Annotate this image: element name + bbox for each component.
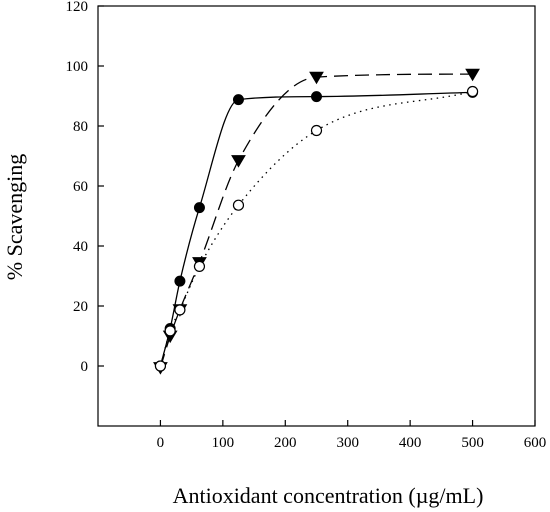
y-axis-title: % Scavenging <box>2 154 27 280</box>
series-2-point <box>465 68 480 82</box>
y-tick-label: 120 <box>66 0 89 15</box>
series-3-point <box>232 199 245 211</box>
x-tick-label: 300 <box>336 435 359 451</box>
y-tick-label: 20 <box>73 299 88 315</box>
x-tick-label: 0 <box>157 435 165 451</box>
series-2-point <box>231 155 246 168</box>
series-curves <box>159 73 473 368</box>
axes: 0 20 40 60 80 100 120 0 100 200 300 400 500 600 <box>66 0 547 451</box>
series-1-point <box>311 91 322 103</box>
y-tick-label: 60 <box>73 179 88 195</box>
y-tick-label: 80 <box>73 119 88 135</box>
series-1-point <box>193 202 205 214</box>
y-tick-label: 100 <box>66 59 89 75</box>
series-2-point <box>309 71 324 85</box>
series-2-line <box>159 73 473 368</box>
y-tick-label: 0 <box>81 359 89 375</box>
x-tick-label: 500 <box>461 435 484 451</box>
x-tick-label: 400 <box>399 435 422 451</box>
series-3-point <box>466 85 479 98</box>
x-tick-label: 600 <box>524 435 547 451</box>
x-axis-title: Antioxidant concentration (µg/mL) <box>173 483 484 508</box>
series-1-point <box>232 94 244 106</box>
series-3-point <box>154 360 167 372</box>
series-3-point <box>164 325 176 337</box>
series-3-point <box>310 124 323 137</box>
x-tick-label: 200 <box>274 435 297 451</box>
y-tick-label: 40 <box>73 239 88 255</box>
series-1-point <box>174 275 186 287</box>
plot-frame <box>97 5 536 427</box>
series-3-point <box>193 260 206 272</box>
x-tick-label: 100 <box>212 435 235 451</box>
series-3-point <box>174 304 186 316</box>
series-markers <box>153 68 480 375</box>
